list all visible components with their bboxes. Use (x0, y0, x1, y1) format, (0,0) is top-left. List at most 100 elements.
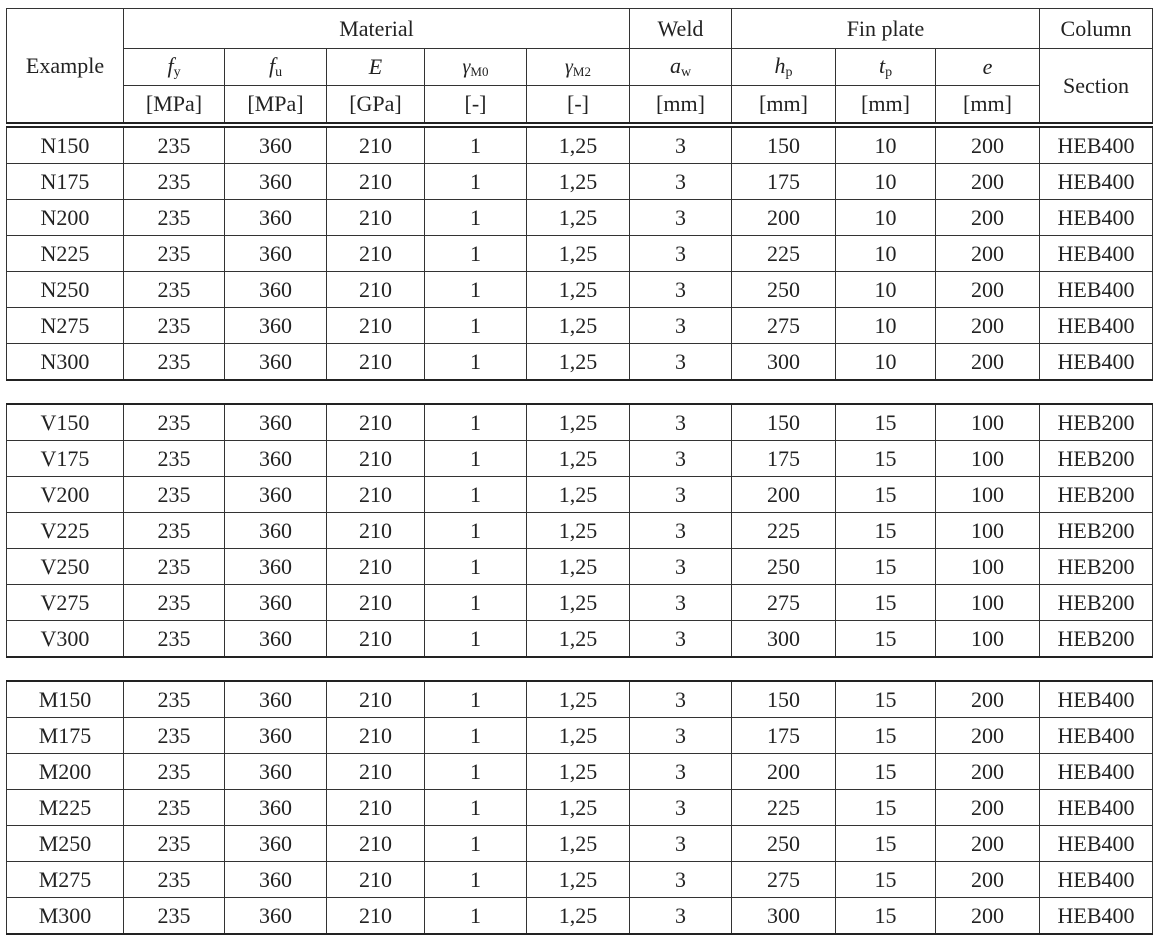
header-symbol: hp (731, 48, 836, 86)
table-cell: 1,25 (526, 680, 630, 718)
table-cell: HEB200 (1039, 548, 1153, 585)
header-unit: [GPa] (326, 85, 425, 124)
table-cell: 235 (123, 717, 225, 754)
symbol: h (774, 52, 786, 78)
table-cell: 175 (731, 163, 836, 200)
table-cell: 235 (123, 199, 225, 236)
table-row: N300 235 360 210 1 1,25 3 300 10 200 HEB400 (6, 343, 1153, 381)
table-cell: 360 (224, 825, 327, 862)
table-cell: 235 (123, 440, 225, 477)
table-cell: HEB200 (1039, 584, 1153, 621)
symbol: E (368, 54, 383, 79)
table-cell: 360 (224, 163, 327, 200)
table-cell: 235 (123, 126, 225, 164)
table-cell: 210 (326, 753, 425, 790)
header-symbol: e (935, 48, 1040, 86)
table-cell: 3 (629, 512, 732, 549)
table-cell: 200 (935, 126, 1040, 164)
table-cell: N250 (6, 271, 124, 308)
table-cell: 15 (835, 717, 936, 754)
table-cell: 250 (731, 271, 836, 308)
table-cell: 3 (629, 789, 732, 826)
table-cell: 235 (123, 163, 225, 200)
table-cell: 1 (424, 680, 527, 718)
table-cell: HEB200 (1039, 620, 1153, 658)
table-cell: 1,25 (526, 235, 630, 272)
symbol-subscript: y (173, 64, 181, 80)
table-cell: 3 (629, 403, 732, 441)
table-cell: 3 (629, 548, 732, 585)
table-cell: V300 (6, 620, 124, 658)
table-cell: 1 (424, 440, 527, 477)
table-cell: 235 (123, 343, 225, 381)
table-cell: 360 (224, 680, 327, 718)
table-cell: 200 (935, 271, 1040, 308)
table-cell: 200 (935, 235, 1040, 272)
table-cell: 10 (835, 235, 936, 272)
table-cell: 275 (731, 861, 836, 898)
table-cell: 200 (935, 861, 1040, 898)
header-unit: [MPa] (123, 85, 225, 124)
table-cell: 1,25 (526, 584, 630, 621)
header-column: Column (1039, 8, 1153, 49)
table-cell: 15 (835, 789, 936, 826)
symbol: γ (462, 55, 471, 78)
table-cell: V275 (6, 584, 124, 621)
table-cell: 1,25 (526, 163, 630, 200)
table-cell: 1,25 (526, 512, 630, 549)
table-cell: 1,25 (526, 271, 630, 308)
header-weld: Weld (629, 8, 732, 49)
table-cell: 200 (935, 307, 1040, 344)
table-cell: M225 (6, 789, 124, 826)
table-row: N200 235 360 210 1 1,25 3 200 10 200 HEB400 (6, 199, 1153, 236)
table-cell: 235 (123, 584, 225, 621)
header-unit: [mm] (935, 85, 1040, 124)
table-cell: 3 (629, 476, 732, 513)
header-symbol: E (326, 48, 425, 86)
table-cell: 1,25 (526, 343, 630, 381)
table-cell: 300 (731, 897, 836, 935)
table-cell: 210 (326, 861, 425, 898)
table-cell: 235 (123, 512, 225, 549)
table-row: M300 235 360 210 1 1,25 3 300 15 200 HEB400 (6, 897, 1153, 935)
table-cell: 3 (629, 584, 732, 621)
header-symbol: fu (224, 48, 327, 86)
table-row: V275 235 360 210 1 1,25 3 275 15 100 HEB200 (6, 584, 1153, 621)
symbol-subscript: u (275, 64, 283, 80)
table-cell: HEB200 (1039, 476, 1153, 513)
table-cell: 3 (629, 753, 732, 790)
table-cell: 210 (326, 897, 425, 935)
table-cell: 3 (629, 163, 732, 200)
table-cell: 175 (731, 717, 836, 754)
table-cell: 360 (224, 440, 327, 477)
table-row: M150 235 360 210 1 1,25 3 150 15 200 HEB400 (6, 680, 1153, 718)
table-cell: 15 (835, 680, 936, 718)
table-row: V300 235 360 210 1 1,25 3 300 15 100 HEB200 (6, 620, 1153, 658)
table-cell: 200 (935, 753, 1040, 790)
table-cell: 3 (629, 271, 732, 308)
table-group-n: N150 235 360 210 1 1,25 3 150 10 200 HEB400 N175 235… (6, 126, 1153, 381)
table-cell: HEB200 (1039, 440, 1153, 477)
table-cell: 3 (629, 126, 732, 164)
symbol-subscript: M2 (572, 63, 591, 79)
header-symbol: fy (123, 48, 225, 86)
table-cell: M150 (6, 680, 124, 718)
table-cell: 15 (835, 512, 936, 549)
header-symbol: γM0 (424, 48, 527, 86)
table-row: V200 235 360 210 1 1,25 3 200 15 100 HEB200 (6, 476, 1153, 513)
symbol: e (982, 54, 993, 79)
table-cell: HEB400 (1039, 307, 1153, 344)
table-cell: 360 (224, 584, 327, 621)
table-cell: 235 (123, 680, 225, 718)
table-cell: 150 (731, 403, 836, 441)
table-cell: 10 (835, 271, 936, 308)
table-cell: 1,25 (526, 825, 630, 862)
table-cell: M275 (6, 861, 124, 898)
table-cell: 10 (835, 126, 936, 164)
table-group-v: V150 235 360 210 1 1,25 3 150 15 100 HEB200 V175 235… (6, 403, 1153, 658)
table-cell: N225 (6, 235, 124, 272)
table-cell: 1 (424, 861, 527, 898)
table-cell: 225 (731, 512, 836, 549)
table-cell: 1 (424, 476, 527, 513)
table-row: N150 235 360 210 1 1,25 3 150 10 200 HEB400 (6, 126, 1153, 164)
